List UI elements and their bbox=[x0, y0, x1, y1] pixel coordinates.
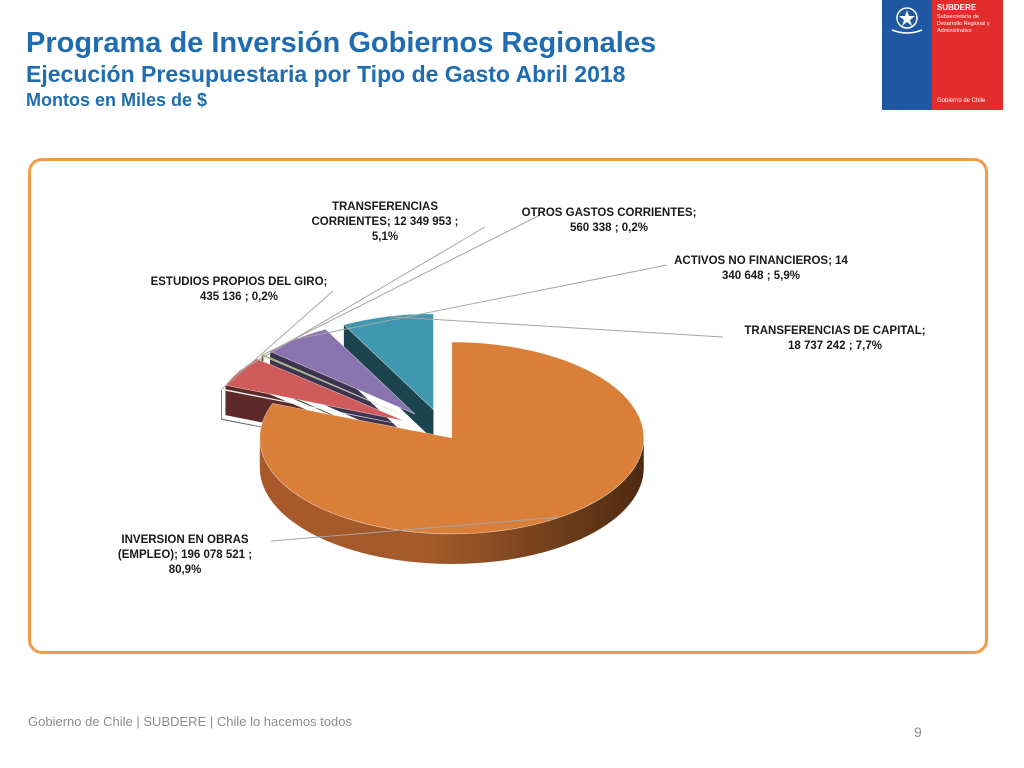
slice-label: ESTUDIOS PROPIOS DEL GIRO; 435 136 ; 0,2% bbox=[151, 276, 328, 303]
slice-label-line: TRANSFERENCIAS DE CAPITAL; bbox=[744, 325, 925, 337]
slice-label: ACTIVOS NO FINANCIEROS; 14 340 648 ; 5,9% bbox=[674, 255, 848, 282]
leader-line bbox=[262, 214, 541, 356]
logo-government: Gobierno de Chile bbox=[937, 98, 986, 104]
slice-label-line: INVERSION EN OBRAS bbox=[121, 534, 248, 546]
slice-label: OTROS GASTOS CORRIENTES; 560 338 ; 0,2% bbox=[522, 207, 697, 234]
slice-label-line: 435 136 ; 0,2% bbox=[200, 291, 278, 303]
units-note: Montos en Miles de $ bbox=[26, 90, 208, 110]
slice-label: TRANSFERENCIAS DE CAPITAL; 18 737 242 ; 7… bbox=[744, 325, 925, 352]
leader-line bbox=[387, 316, 724, 338]
slice-label-line: (EMPLEO); 196 078 521 ; bbox=[118, 549, 252, 561]
slice-label: TRANSFERENCIAS CORRIENTES; 12 349 953 ; 5,… bbox=[311, 201, 458, 243]
logo-red-band bbox=[932, 0, 1003, 110]
footer-text: Gobierno de Chile | SUBDERE | Chile lo h… bbox=[28, 714, 352, 729]
leader-line bbox=[238, 226, 486, 372]
slice-label-line: OTROS GASTOS CORRIENTES; bbox=[522, 207, 697, 219]
logo-subtitle: Subsecretaría de Desarrollo Regional y A… bbox=[937, 14, 990, 34]
title-block: Programa de Inversión Gobiernos Regional… bbox=[26, 26, 656, 112]
slice-label: INVERSION EN OBRAS (EMPLEO); 196 078 521 … bbox=[118, 534, 252, 576]
page-subtitle: Ejecución Presupuestaria por Tipo de Gas… bbox=[26, 61, 626, 87]
slice-label-line: 18 737 242 ; 7,7% bbox=[788, 340, 882, 352]
leader-line bbox=[270, 516, 561, 542]
slice-label-line: 80,9% bbox=[169, 564, 202, 576]
slice-label-line: ACTIVOS NO FINANCIEROS; 14 bbox=[674, 255, 848, 267]
slice-label-line: ESTUDIOS PROPIOS DEL GIRO; bbox=[151, 276, 328, 288]
slice-side bbox=[259, 437, 644, 564]
pie-chart: INVERSION EN OBRAS (EMPLEO); 196 078 521 … bbox=[118, 201, 926, 576]
logo-brand: SUBDERE bbox=[937, 3, 977, 12]
slice-label-line: 5,1% bbox=[372, 231, 398, 243]
subdere-logo: SUBDERE Subsecretaría de Desarrollo Regi… bbox=[882, 0, 1003, 110]
slice-face bbox=[343, 313, 434, 440]
slice-label-line: CORRIENTES; 12 349 953 ; bbox=[311, 216, 458, 228]
page-title: Programa de Inversión Gobiernos Regional… bbox=[26, 27, 657, 59]
logo-blue-band bbox=[882, 0, 932, 110]
leader-line bbox=[221, 290, 334, 390]
chart-frame: INVERSION EN OBRAS (EMPLEO); 196 078 521 … bbox=[28, 158, 988, 654]
coat-of-arms-icon bbox=[891, 7, 923, 34]
page-number: 9 bbox=[914, 724, 922, 740]
slice-label-line: 560 338 ; 0,2% bbox=[570, 222, 648, 234]
leader-line bbox=[295, 264, 668, 340]
slice-label-line: 340 648 ; 5,9% bbox=[722, 270, 800, 282]
slice-label-line: TRANSFERENCIAS bbox=[332, 201, 438, 213]
